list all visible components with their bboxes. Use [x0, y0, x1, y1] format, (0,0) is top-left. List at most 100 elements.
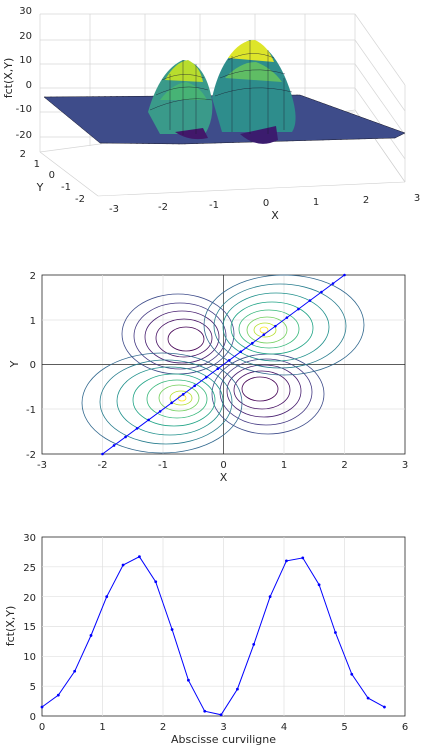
path-point [135, 427, 139, 430]
z-tick-label: -10 [16, 104, 32, 115]
y-tick-label: 1 [34, 159, 40, 170]
data-point [73, 669, 77, 673]
y-tick-label: 0 [30, 360, 36, 371]
data-point [219, 713, 223, 717]
data-point [56, 693, 60, 697]
data-point [301, 556, 305, 560]
path-point [181, 393, 185, 396]
x-tick-label: 6 [402, 722, 408, 733]
x-tick-label: 2 [160, 722, 166, 733]
contour-y-axis: -2 -1 0 1 2 Y [8, 271, 36, 461]
x-tick-label: 3 [220, 722, 226, 733]
x-tick-label: 5 [341, 722, 347, 733]
y-tick-label: 0 [30, 712, 36, 723]
contour-panel: -3 -2 -1 0 1 2 3 X -2 -1 0 1 2 Y [8, 271, 408, 484]
contour-path-line [101, 273, 346, 456]
z-tick-label: -20 [16, 130, 32, 141]
x-tick-label: 3 [414, 193, 420, 204]
x-tick-label: -2 [98, 460, 108, 471]
profile-y-axis: 0 5 10 15 20 25 30 fct(X,Y) [4, 533, 36, 723]
data-point [383, 705, 386, 709]
x-tick-label: 0 [220, 460, 226, 471]
data-point [138, 555, 141, 559]
x-tick-label: 4 [281, 722, 287, 733]
data-point [89, 634, 93, 637]
z-axis-label: fct(X,Y) [2, 58, 15, 99]
x-tick-label: 3 [402, 460, 408, 471]
y-tick-label: 5 [30, 682, 36, 693]
x-tick-label: 1 [313, 197, 319, 208]
data-point [154, 580, 158, 584]
y-tick-label: -1 [61, 182, 71, 193]
z-tick-label: 30 [19, 6, 32, 17]
contour-x-axis: -3 -2 -1 0 1 2 3 X [37, 460, 408, 484]
path-point [193, 384, 196, 388]
data-point [285, 559, 288, 563]
profile-x-axis: 0 1 2 3 4 5 6 Abscisse curviligne [39, 722, 408, 746]
path-point [308, 299, 312, 302]
y-tick-label: 30 [23, 533, 36, 544]
x-tick-label: 0 [39, 722, 45, 733]
path-point [204, 375, 208, 379]
contour-lines [81, 274, 365, 454]
path-point [147, 418, 150, 422]
data-point [203, 709, 207, 713]
surface-y-axis: 2 1 0 -1 -2 Y [20, 149, 85, 205]
path-point [216, 367, 220, 371]
x-tick-label: -3 [109, 204, 119, 215]
path-point [297, 307, 300, 311]
y-tick-label: 25 [23, 563, 36, 574]
x-tick-label: 0 [263, 198, 269, 209]
x-tick-label: 2 [363, 195, 369, 206]
y-tick-label: 2 [30, 271, 36, 282]
x-tick-label: 2 [341, 460, 347, 471]
data-point [268, 595, 272, 599]
y-tick-label: 15 [23, 622, 36, 633]
path-point [251, 341, 254, 345]
z-tick-label: 10 [19, 55, 32, 66]
profile-grid [42, 537, 405, 716]
x-axis-label: X [220, 471, 228, 484]
path-point [124, 435, 127, 439]
x-axis-label: Abscisse curviligne [171, 733, 276, 746]
y-tick-label: -2 [26, 450, 36, 461]
path-point [274, 324, 277, 328]
path-point [112, 444, 116, 447]
path-point [320, 290, 323, 294]
path-point [285, 316, 289, 319]
profile-series [40, 555, 386, 717]
y-tick-label: 2 [20, 149, 26, 160]
data-point [121, 563, 125, 567]
path-point [239, 350, 243, 354]
y-tick-label: 10 [23, 652, 36, 663]
data-point [40, 705, 44, 709]
y-axis-label: fct(X,Y) [4, 606, 17, 647]
x-tick-label: -1 [209, 200, 219, 211]
y-axis-label: Y [36, 181, 44, 194]
data-point [236, 687, 239, 691]
path-point [158, 410, 162, 413]
surface-mesh [43, 40, 406, 145]
x-axis-label: X [271, 209, 279, 222]
path-point [331, 282, 335, 285]
path-point [262, 333, 266, 336]
z-tick-label: 0 [26, 80, 32, 91]
data-point [252, 643, 256, 646]
y-tick-label: 20 [23, 593, 36, 604]
path-line [102, 274, 345, 455]
data-point [187, 678, 190, 682]
data-point [350, 672, 354, 676]
x-tick-label: 1 [99, 722, 105, 733]
series-line [41, 556, 385, 716]
x-tick-label: -2 [158, 202, 168, 213]
surface-panel: 30 20 10 0 -10 -20 fct(X,Y) 2 1 0 -1 -2 … [2, 6, 420, 222]
path-point [101, 452, 104, 456]
data-point [105, 595, 109, 599]
y-tick-label: -1 [26, 405, 36, 416]
y-tick-label: 0 [49, 170, 55, 181]
path-point [170, 401, 173, 405]
data-point [317, 583, 321, 587]
x-tick-label: -3 [37, 460, 47, 471]
data-point [334, 631, 337, 634]
path-point [343, 273, 346, 277]
